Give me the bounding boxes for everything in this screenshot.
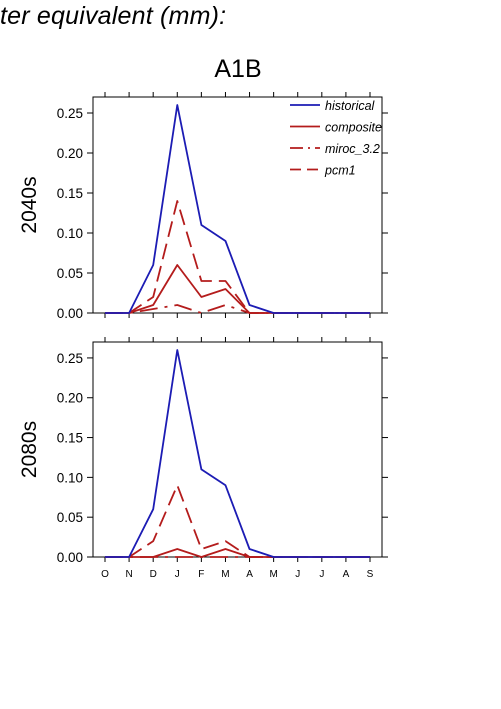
x-tick-label: A xyxy=(246,569,253,580)
y-tick-label: 0.20 xyxy=(57,391,83,406)
y-tick-label: 0.00 xyxy=(57,550,83,565)
x-tick-label: J xyxy=(319,569,324,580)
y-tick-label: 0.25 xyxy=(57,351,83,366)
y-tick-label: 0.00 xyxy=(57,306,83,321)
y-tick-label: 0.15 xyxy=(57,431,83,446)
series-line-dashdot xyxy=(105,304,370,314)
x-tick-label: J xyxy=(295,569,300,580)
legend-label: pcm1 xyxy=(324,164,356,178)
row-label: 2080s xyxy=(18,421,41,478)
series-line-dashed xyxy=(105,200,370,314)
legend: historical composite miroc_3.2 pcm1 xyxy=(290,99,382,178)
x-tick-label: N xyxy=(125,569,132,580)
y-tick-label: 0.05 xyxy=(57,266,83,281)
chart-panel-2080s: 0.00 0.05 0.10 0.15 0.20 0.25 O N D J F M A M J J A S 2080… xyxy=(18,337,388,580)
x-tick-label: S xyxy=(367,569,374,580)
scenario-title: A1B xyxy=(214,55,262,83)
legend-label: miroc_3.2 xyxy=(325,142,380,156)
y-tick-label: 0.10 xyxy=(57,226,83,241)
plot-frame xyxy=(92,96,383,314)
x-tick-label: D xyxy=(150,569,157,580)
y-tick-label: 0.20 xyxy=(57,146,83,161)
series-line-dashed xyxy=(105,484,370,558)
y-tick-label: 0.10 xyxy=(57,470,83,485)
series-line-solid-historical xyxy=(105,349,370,558)
x-tick-label: J xyxy=(175,569,180,580)
legend-label: historical xyxy=(325,99,376,113)
y-tick-label: 0.05 xyxy=(57,510,83,525)
page-title: ter equivalent (mm): xyxy=(0,2,227,30)
x-tick-label: M xyxy=(269,569,277,580)
y-tick-label: 0.25 xyxy=(57,106,83,121)
x-tick-label: O xyxy=(101,569,109,580)
x-tick-label: A xyxy=(343,569,350,580)
row-label: 2040s xyxy=(18,176,41,233)
x-tick-label: F xyxy=(198,569,204,580)
legend-label: composite xyxy=(325,121,382,135)
chart-panel-2040s: 0.00 0.05 0.10 0.15 0.20 0.25 2040s historical c… xyxy=(18,92,388,321)
y-tick-label: 0.15 xyxy=(57,186,83,201)
series-line-solid-historical xyxy=(105,104,370,314)
plot-frame xyxy=(92,341,383,558)
series-line-solid xyxy=(105,548,370,558)
x-tick-label: M xyxy=(221,569,229,580)
